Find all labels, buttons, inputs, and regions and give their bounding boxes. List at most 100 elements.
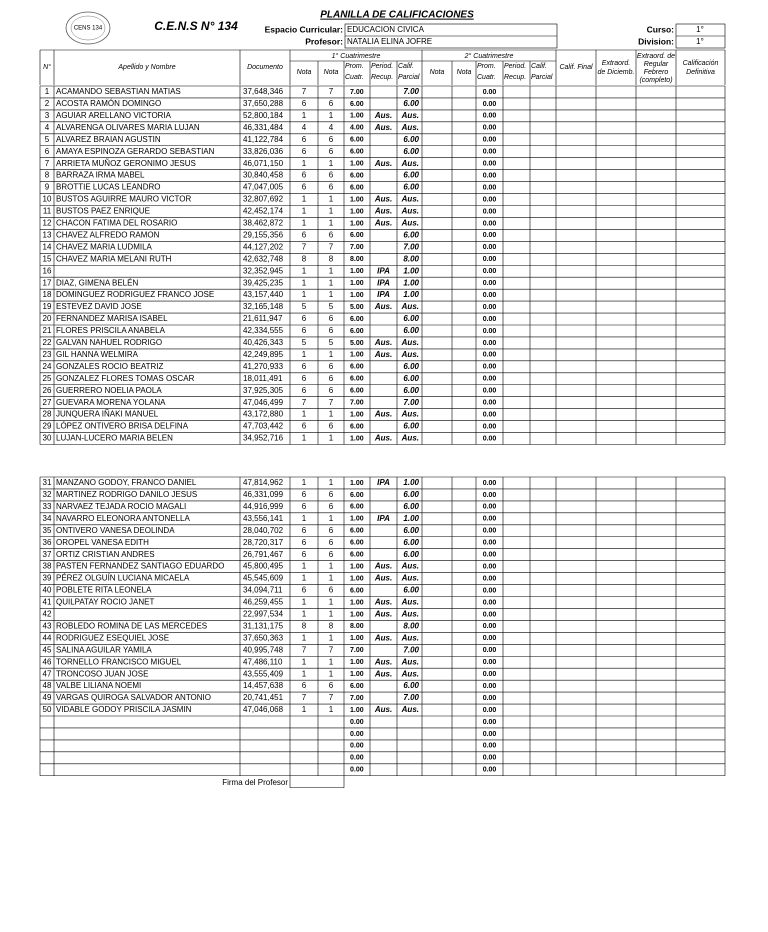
calif-parcial: 6.00 <box>403 135 419 144</box>
row-number: 28 <box>43 410 52 419</box>
nota: 1 <box>302 350 307 359</box>
promedio: 0.00 <box>350 767 364 774</box>
promedio: 1.00 <box>350 611 364 618</box>
document: 43,555,409 <box>243 669 284 678</box>
recuperatorio: Aus. <box>374 195 392 204</box>
nota: 6 <box>302 314 307 323</box>
promedio: 0.00 <box>350 719 364 726</box>
promedio: 1.00 <box>350 268 364 275</box>
nota: 1 <box>302 111 307 120</box>
column-header: Nota <box>324 69 339 76</box>
nota: 6 <box>329 586 334 595</box>
logo-inner <box>70 15 106 41</box>
student-name: ACAMANDO SEBASTIAN MATIAS <box>56 87 181 96</box>
nota: 1 <box>329 434 334 443</box>
row-number: 7 <box>45 159 50 168</box>
recuperatorio: IPA <box>377 266 390 275</box>
document: 37,925,305 <box>243 386 284 395</box>
nota: 1 <box>302 159 307 168</box>
row-number: 40 <box>43 586 52 595</box>
promedio: 0.00 <box>483 376 497 383</box>
row-number: 46 <box>43 657 52 666</box>
document: 28,720,317 <box>243 538 284 547</box>
row-number: 50 <box>43 705 52 714</box>
promedio: 6.00 <box>350 540 364 547</box>
column-header: Recup. <box>504 74 526 81</box>
column-header: Period. <box>504 63 526 70</box>
calif-parcial: 6.00 <box>403 586 419 595</box>
calif-parcial: Aus. <box>401 434 419 443</box>
nota: 6 <box>302 99 307 108</box>
signature-label: Firma del Profesor <box>222 778 288 787</box>
student-name: GUEVARA MORENA YOLANA <box>56 398 166 407</box>
nota: 6 <box>329 386 334 395</box>
student-name: PASTEN FERNANDEZ SANTIAGO EDUARDO <box>56 562 224 571</box>
nota: 1 <box>302 657 307 666</box>
student-name: BROTTIE LUCAS LEANDRO <box>56 183 160 192</box>
promedio: 1.00 <box>350 516 364 523</box>
row-number: 16 <box>43 266 52 275</box>
student-name: GONZALEZ FLORES TOMAS OSCAR <box>56 374 195 383</box>
nota: 1 <box>329 290 334 299</box>
nota: 7 <box>329 693 334 702</box>
document: 34,094,711 <box>243 586 283 595</box>
document: 37,650,363 <box>243 633 284 642</box>
nota: 8 <box>302 621 307 630</box>
calif-parcial: 6.00 <box>403 326 419 335</box>
document: 20,741,451 <box>243 693 284 702</box>
row-number: 41 <box>43 598 52 607</box>
recuperatorio: Aus. <box>374 302 392 311</box>
calif-parcial: 6.00 <box>403 422 419 431</box>
student-name: OROPEL VANESA EDITH <box>56 538 149 547</box>
promedio: 0.00 <box>483 659 497 666</box>
column-header: Recup. <box>371 74 393 81</box>
nota: 1 <box>329 159 334 168</box>
row-number: 1 <box>45 87 50 96</box>
document: 43,157,440 <box>243 290 284 299</box>
document: 22,997,534 <box>243 610 284 619</box>
promedio: 0.00 <box>483 364 497 371</box>
school: C.E.N.S N° 134 <box>154 19 238 33</box>
row-number: 38 <box>43 562 52 571</box>
promedio: 6.00 <box>350 388 364 395</box>
nota: 1 <box>329 574 334 583</box>
student-name: DOMINGUEZ RODRIGUEZ FRANCO JOSE <box>56 290 214 299</box>
nota: 6 <box>302 681 307 690</box>
calif-parcial: Aus. <box>401 633 419 642</box>
student-name: QUILPATAY ROCIO JANET <box>56 598 155 607</box>
nota: 1 <box>302 434 307 443</box>
column-header: Definitiva <box>686 69 715 76</box>
promedio: 1.00 <box>350 480 364 487</box>
student-name: NARVAEZ TEJADA ROCIO MAGALI <box>56 502 186 511</box>
document: 44,127,202 <box>243 242 284 251</box>
promedio: 0.00 <box>483 328 497 335</box>
promedio: 0.00 <box>483 575 497 582</box>
nota: 6 <box>329 374 334 383</box>
nota: 7 <box>302 398 307 407</box>
column-header: Nota <box>430 69 445 76</box>
nota: 1 <box>302 598 307 607</box>
nota: 1 <box>329 195 334 204</box>
column-header: Extraord. de <box>637 53 675 60</box>
document: 46,071,150 <box>243 159 284 168</box>
promedio: 0.00 <box>483 671 497 678</box>
profesor-label: Profesor: <box>305 36 343 46</box>
student-name: ACOSTA RAMÓN DOMINGO <box>56 99 161 108</box>
student-name: PÉREZ OLGUÍN LUCIANA MICAELA <box>56 574 190 583</box>
calif-parcial: Aus. <box>401 338 419 347</box>
nota: 6 <box>329 362 334 371</box>
promedio: 0.00 <box>483 149 497 156</box>
promedio: 0.00 <box>483 411 497 418</box>
document: 32,165,148 <box>243 302 284 311</box>
promedio: 7.00 <box>350 647 364 654</box>
student-name: CHAVEZ MARIA MELANI RUTH <box>56 254 172 263</box>
promedio: 6.00 <box>350 376 364 383</box>
student-name: SALINA AGUILAR YAMILA <box>56 645 152 654</box>
student-name: POBLETE RITA LEONELA <box>56 586 152 595</box>
nota: 6 <box>329 230 334 239</box>
calif-parcial: Aus. <box>401 195 419 204</box>
nota: 7 <box>329 242 334 251</box>
nota: 1 <box>329 478 334 487</box>
nota: 6 <box>302 422 307 431</box>
document: 47,814,962 <box>243 478 284 487</box>
